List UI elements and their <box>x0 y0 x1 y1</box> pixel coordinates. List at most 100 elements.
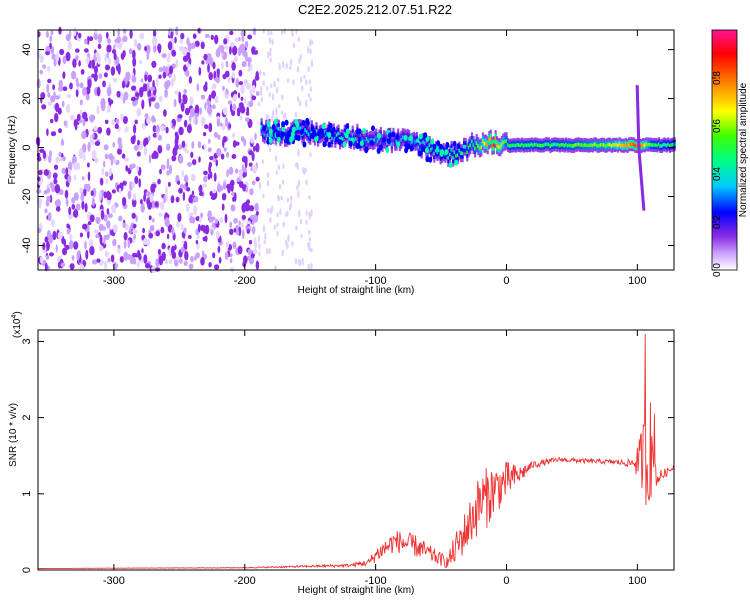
noise-blob <box>112 141 116 148</box>
ridge-core <box>315 129 318 133</box>
noise-blob <box>91 259 98 265</box>
y-tick-label: 2 <box>21 415 33 421</box>
noise-blob <box>305 79 308 85</box>
ridge-core <box>510 143 513 148</box>
noise-blob <box>125 126 129 132</box>
noise-blob <box>233 90 238 96</box>
noise-blob <box>110 254 115 263</box>
ridge-core <box>268 126 271 130</box>
noise-blob <box>173 99 177 108</box>
noise-blob <box>122 50 126 58</box>
noise-blob <box>171 227 175 236</box>
noise-blob <box>178 187 183 194</box>
ridge-core <box>470 139 474 144</box>
noise-blob <box>229 258 233 264</box>
ridge-core <box>488 138 491 142</box>
noise-blob <box>67 40 72 51</box>
noise-blob <box>165 126 169 134</box>
ridge-core <box>598 143 601 148</box>
ridge-core <box>306 129 309 134</box>
noise-blob <box>91 138 95 146</box>
ridge-core <box>629 142 632 146</box>
noise-blob <box>201 250 205 257</box>
noise-blob <box>307 45 310 54</box>
noise-blob <box>196 234 200 240</box>
noise-blob <box>241 61 247 68</box>
ridge-core <box>478 146 481 151</box>
noise-blob <box>305 179 308 185</box>
ridge-blob <box>284 119 289 126</box>
noise-blob <box>129 29 133 39</box>
noise-blob <box>170 77 175 88</box>
ridge-core <box>414 140 417 144</box>
ridge-core <box>659 144 662 148</box>
noise-blob <box>274 264 277 271</box>
noise-blob <box>248 100 254 108</box>
ridge-core <box>662 142 665 147</box>
ridge-core <box>447 156 450 160</box>
colorbar-scale <box>711 29 738 271</box>
ridge-core <box>455 154 458 158</box>
noise-blob <box>230 204 236 212</box>
ridge-core <box>645 142 648 147</box>
noise-blob <box>155 124 160 134</box>
spike-segment <box>636 109 640 113</box>
noise-blob <box>139 60 143 65</box>
ridge-blob <box>418 150 422 157</box>
noise-blob <box>176 221 180 228</box>
noise-blob <box>235 224 240 231</box>
noise-blob <box>177 144 183 150</box>
ridge-core <box>529 143 532 148</box>
noise-blob <box>200 257 205 266</box>
noise-blob <box>146 50 150 61</box>
noise-blob <box>84 38 88 45</box>
noise-blob <box>110 205 116 211</box>
noise-blob <box>99 234 103 245</box>
noise-blob <box>164 88 168 99</box>
ridge-core <box>514 143 518 148</box>
ridge-core <box>395 139 398 144</box>
noise-blob <box>223 45 229 50</box>
noise-blob <box>211 83 217 90</box>
noise-blob <box>85 56 90 65</box>
ridge-core <box>571 144 574 148</box>
noise-blob <box>118 215 123 222</box>
ridge-blob <box>271 124 276 130</box>
colorbar-tick-label: 0.0 <box>712 263 723 277</box>
noise-blob <box>266 180 270 187</box>
noise-blob <box>305 99 308 108</box>
noise-blob <box>105 171 109 177</box>
ridge-core <box>568 143 571 147</box>
ridge-blob <box>386 138 391 145</box>
noise-blob <box>244 160 248 169</box>
noise-blob <box>267 207 270 214</box>
ridge-core <box>398 140 401 144</box>
noise-blob <box>217 245 221 253</box>
ridge-core <box>417 145 420 150</box>
noise-blob <box>252 84 256 94</box>
noise-blob <box>152 218 155 223</box>
ridge-core <box>618 142 621 146</box>
noise-blob <box>75 203 81 211</box>
noise-blob <box>183 174 189 183</box>
noise-blob <box>73 192 79 201</box>
noise-blob <box>213 264 220 270</box>
ridge-core <box>518 143 521 147</box>
ridge-core <box>566 143 569 148</box>
ridge-blob <box>357 128 362 135</box>
noise-blob <box>305 219 308 226</box>
noise-blob <box>238 220 241 226</box>
noise-blob <box>133 124 137 134</box>
noise-blob <box>58 151 62 157</box>
noise-blob <box>164 217 170 228</box>
noise-blob <box>143 254 148 264</box>
spike-segment <box>637 141 641 145</box>
noise-blob <box>182 191 186 201</box>
noise-blob <box>117 247 121 254</box>
noise-blob <box>152 184 157 189</box>
ridge-core <box>616 143 620 148</box>
noise-blob <box>134 119 138 125</box>
noise-blob <box>107 97 111 103</box>
ridge-core <box>508 144 511 148</box>
ridge-core <box>546 142 549 147</box>
